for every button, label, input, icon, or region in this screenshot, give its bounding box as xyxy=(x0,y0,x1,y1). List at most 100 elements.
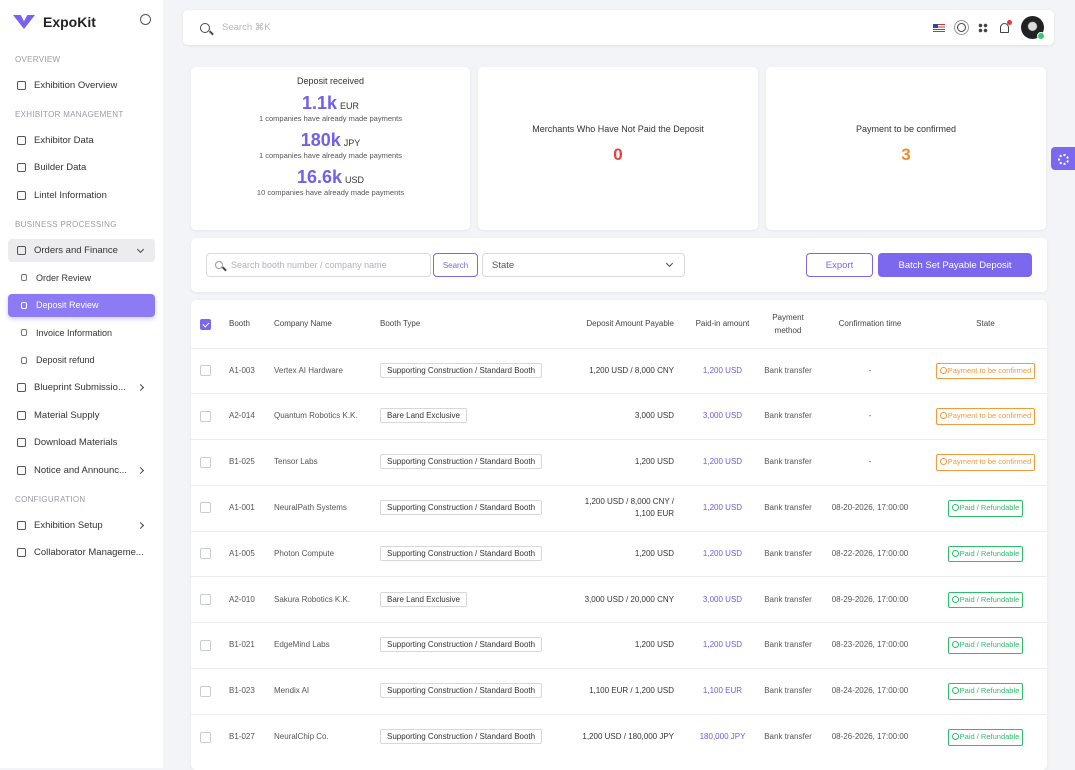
booth-type-tag: Supporting Construction / Standard Booth xyxy=(380,729,543,745)
nav-icon xyxy=(17,410,26,420)
cell: Bank transfer xyxy=(760,347,816,394)
row-checkbox[interactable] xyxy=(200,685,211,697)
nav-label: Blueprint Submissio... xyxy=(34,382,126,394)
cell: Vertex AI Hardware xyxy=(270,347,376,394)
row-checkbox[interactable] xyxy=(200,639,211,651)
cell xyxy=(191,713,225,761)
nav-item[interactable]: Order Review xyxy=(0,264,155,292)
row-checkbox[interactable] xyxy=(200,548,211,560)
apps-button[interactable] xyxy=(978,22,988,33)
cell xyxy=(191,347,225,394)
cell: 08-22-2026, 17:00:00 xyxy=(816,530,924,577)
cell: Photon Compute xyxy=(270,530,376,577)
nav-item[interactable]: Exhibitor Data xyxy=(0,127,155,155)
nav-item[interactable]: Exhibition Setup xyxy=(0,512,155,540)
nav-label: Collaborator Manageme... xyxy=(34,547,144,559)
booth-type-tag: Supporting Construction / Standard Booth xyxy=(380,362,543,378)
select-all[interactable] xyxy=(200,318,211,330)
theme-toggle[interactable] xyxy=(957,23,966,32)
nav-item[interactable]: Collaborator Manageme... xyxy=(0,539,155,567)
nav-item[interactable]: Download Materials xyxy=(0,429,155,457)
nav-icon xyxy=(17,465,26,475)
cell: Bank transfer xyxy=(760,393,816,440)
nav-section-title: OVERVIEW xyxy=(15,55,61,64)
cell xyxy=(191,622,225,669)
nav-item[interactable]: Exhibition Overview xyxy=(0,72,155,100)
header-row: Booth Company Name Booth Type Deposit Amoun… xyxy=(191,300,1047,348)
cell: A1-003 xyxy=(225,347,270,394)
header-cell: Payment method xyxy=(772,312,804,335)
row-checkbox[interactable] xyxy=(200,731,211,743)
nav-item[interactable]: Builder Data xyxy=(0,154,155,182)
payment-note: 1 companies have already made payments xyxy=(259,114,402,123)
nav-item[interactable]: Material Supply xyxy=(0,402,155,430)
cell: Paid / Refundable xyxy=(924,668,1047,715)
cell: - xyxy=(816,347,924,394)
export-button[interactable]: Export xyxy=(806,253,873,277)
state-label: Paid / Refundable xyxy=(959,548,1020,558)
nav-item[interactable]: Notice and Announc... xyxy=(0,457,155,485)
nav-icon xyxy=(17,163,26,173)
batch-button[interactable]: Batch Set Payable Deposit xyxy=(878,253,1032,277)
cell: 3,000 USD xyxy=(685,576,760,623)
row-checkbox[interactable] xyxy=(200,502,211,514)
row-checkbox[interactable] xyxy=(200,456,211,468)
nav-item[interactable]: Invoice Information xyxy=(0,319,155,347)
state-select[interactable]: State xyxy=(482,253,685,277)
nav-label: Invoice Information xyxy=(36,327,113,338)
cell: 1,200 USD / 8,000 CNY / 1,100 EUR xyxy=(560,484,685,532)
cell xyxy=(191,393,225,440)
cell: A2-014 xyxy=(225,393,270,440)
cell: NeuralChip Co. xyxy=(270,713,376,761)
cell: 1,200 USD xyxy=(685,622,760,669)
cell xyxy=(191,576,225,623)
nav-label: Builder Data xyxy=(34,162,87,174)
state-label: Payment to be confirmed xyxy=(947,457,1032,467)
row-checkbox[interactable] xyxy=(200,410,211,422)
state-label: Payment to be confirmed xyxy=(947,411,1032,421)
state-badge: Payment to be confirmed xyxy=(935,362,1036,380)
nav-item[interactable]: Deposit refund xyxy=(0,347,155,375)
brand-name: ExpoKit xyxy=(43,14,96,30)
nav-item[interactable]: Blueprint Submissio... xyxy=(0,374,155,402)
placeholder: State xyxy=(492,259,515,271)
unpaid-card: Merchants Who Have Not Paid the Deposit … xyxy=(478,67,758,230)
amount-value: 180k xyxy=(300,130,341,150)
cell: 08-26-2026, 17:00:00 xyxy=(816,713,924,761)
brand: ExpoKit xyxy=(0,0,163,44)
header-cell: State xyxy=(976,319,995,329)
booth-search[interactable]: Search booth number / company name xyxy=(206,253,431,277)
global-search[interactable]: Search ⌘K xyxy=(222,22,271,33)
notifications[interactable] xyxy=(1000,19,1012,33)
nav-item[interactable]: Deposit Review xyxy=(8,293,155,317)
language-flag[interactable] xyxy=(933,23,945,32)
cell: 1,200 USD xyxy=(560,622,685,669)
booth-type-tag: Supporting Construction / Standard Booth xyxy=(380,637,543,653)
search-button[interactable]: Search xyxy=(433,253,478,277)
amount-value: 16.6k xyxy=(296,167,343,187)
cell xyxy=(191,530,225,577)
nav-label: Deposit Review xyxy=(36,300,99,310)
cell: A2-010 xyxy=(225,576,270,623)
table-row: B1-027 NeuralChip Co. Supporting Construct… xyxy=(191,713,1047,761)
cell: A1-001 xyxy=(225,484,270,532)
chevron xyxy=(665,259,674,268)
amount: 16.6k USD xyxy=(191,166,470,188)
row-checkbox[interactable] xyxy=(200,365,211,377)
table-body: A1-003 Vertex AI Hardware Supporting Const… xyxy=(191,347,1047,761)
cell: Paid / Refundable xyxy=(924,530,1047,577)
cell: - xyxy=(816,393,924,440)
table-row: A2-014 Quantum Robotics K.K. Bare Land Exc… xyxy=(191,393,1047,440)
state-badge: Paid / Refundable xyxy=(947,637,1024,654)
settings-button[interactable] xyxy=(1051,147,1075,170)
avatar[interactable] xyxy=(1021,16,1045,40)
sidebar-toggle[interactable] xyxy=(140,14,151,25)
nav-label: Exhibitor Data xyxy=(34,134,94,146)
row-checkbox[interactable] xyxy=(200,594,211,606)
nav-item[interactable]: Orders and Finance xyxy=(8,238,155,262)
nav-label: Lintel Information xyxy=(34,189,107,201)
amount-unit: EUR xyxy=(340,101,360,111)
nav-item[interactable]: Lintel Information xyxy=(0,182,155,210)
topbar: Search ⌘K xyxy=(183,10,1054,45)
